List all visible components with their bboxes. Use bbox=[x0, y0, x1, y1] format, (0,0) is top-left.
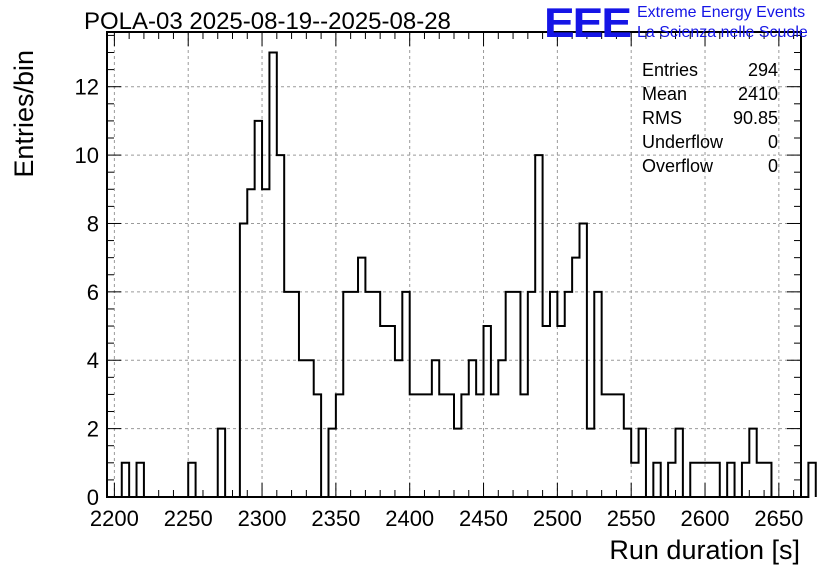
y-tick-label: 10 bbox=[75, 143, 99, 168]
eee-logo: EEE bbox=[544, 0, 632, 47]
tick-labels: 2200 2250 2300 2350 2400 2450 2500 2550 2600 2650… bbox=[75, 75, 804, 531]
x-tick-label: 2300 bbox=[238, 506, 287, 531]
x-tick-label: 2350 bbox=[311, 506, 360, 531]
stat-value: 2410 bbox=[737, 84, 778, 104]
x-tick-label: 2450 bbox=[459, 506, 508, 531]
x-axis-label: Run duration [s] bbox=[609, 535, 800, 565]
logo-caption-line2: La Scienza nelle Scuole bbox=[637, 24, 808, 41]
stat-value: 294 bbox=[747, 60, 778, 80]
stat-label: Overflow bbox=[642, 156, 714, 176]
stat-label: Mean bbox=[642, 84, 688, 104]
stat-value: 0 bbox=[767, 132, 778, 152]
stat-label: Underflow bbox=[642, 132, 724, 152]
axis-ticks bbox=[107, 32, 801, 498]
y-tick-label: 8 bbox=[87, 211, 99, 236]
stat-label: Entries bbox=[642, 60, 699, 80]
x-tick-label: 2650 bbox=[754, 506, 803, 531]
x-tick-label: 2400 bbox=[385, 506, 434, 531]
y-tick-label: 2 bbox=[87, 417, 99, 442]
y-tick-label: 12 bbox=[75, 75, 99, 100]
stats-box: Entries 294 Mean 2410 RMS 90.85 Underflo… bbox=[642, 58, 778, 178]
stat-value: 0 bbox=[767, 156, 778, 176]
y-axis-label: Entries/bin bbox=[9, 50, 39, 178]
stat-row-underflow: Underflow 0 bbox=[642, 130, 778, 154]
x-tick-label: 2250 bbox=[164, 506, 213, 531]
stat-row-entries: Entries 294 bbox=[642, 58, 778, 82]
logo-caption-line1: Extreme Energy Events bbox=[637, 4, 806, 21]
x-tick-label: 2600 bbox=[681, 506, 730, 531]
stat-label: RMS bbox=[642, 108, 682, 128]
x-tick-label: 2500 bbox=[533, 506, 582, 531]
grid-lines bbox=[107, 32, 801, 497]
logo-caption: Extreme Energy Events La Scienza nelle S… bbox=[637, 3, 808, 43]
stat-value: 90.85 bbox=[732, 108, 778, 128]
chart-title: POLA-03 2025-08-19--2025-08-28 bbox=[84, 8, 451, 35]
y-tick-label: 6 bbox=[87, 280, 99, 305]
x-tick-label: 2200 bbox=[90, 506, 139, 531]
stat-row-mean: Mean 2410 bbox=[642, 82, 778, 106]
stat-row-overflow: Overflow 0 bbox=[642, 154, 778, 178]
y-tick-label: 4 bbox=[87, 348, 99, 373]
x-tick-label: 2550 bbox=[607, 506, 656, 531]
stat-row-rms: RMS 90.85 bbox=[642, 106, 778, 130]
y-tick-label: 0 bbox=[87, 485, 99, 510]
